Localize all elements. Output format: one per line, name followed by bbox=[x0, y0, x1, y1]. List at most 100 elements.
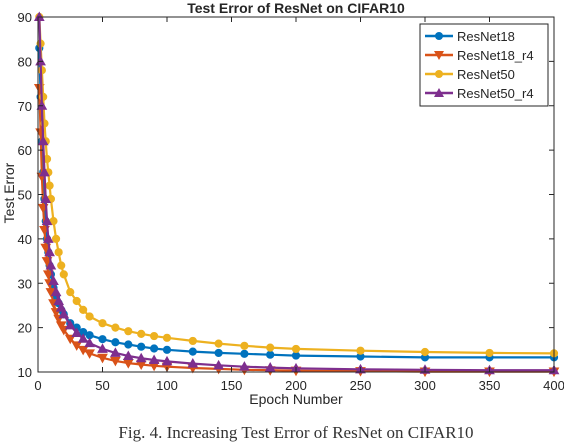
data-point bbox=[137, 342, 146, 351]
data-point bbox=[71, 327, 83, 337]
series-resnet50-r4 bbox=[33, 11, 560, 375]
data-point bbox=[420, 347, 430, 357]
data-point bbox=[148, 354, 160, 365]
data-point bbox=[40, 193, 52, 203]
x-tick-label: 150 bbox=[221, 378, 243, 393]
x-tick-label: 100 bbox=[156, 378, 178, 393]
data-point bbox=[84, 349, 95, 359]
y-tick-label: 70 bbox=[18, 99, 32, 114]
data-point bbox=[485, 348, 494, 358]
data-point bbox=[59, 270, 68, 279]
data-point bbox=[111, 338, 120, 347]
legend-entry: ResNet50_r4 bbox=[425, 86, 534, 101]
data-point bbox=[161, 355, 173, 366]
data-point bbox=[58, 308, 70, 319]
data-point bbox=[44, 246, 55, 257]
data-point bbox=[85, 312, 94, 321]
data-point bbox=[135, 352, 147, 363]
data-point bbox=[150, 331, 159, 341]
data-point bbox=[98, 335, 107, 344]
data-point bbox=[64, 334, 76, 345]
data-point bbox=[188, 336, 197, 346]
data-point bbox=[48, 275, 59, 286]
data-point bbox=[37, 135, 49, 146]
data-point bbox=[97, 343, 108, 353]
data-point bbox=[124, 327, 133, 336]
data-point bbox=[356, 346, 365, 355]
data-point bbox=[213, 359, 224, 370]
legend-entry: ResNet18_r4 bbox=[425, 48, 534, 63]
x-tick-label: 50 bbox=[95, 378, 109, 393]
data-point bbox=[240, 341, 249, 350]
chart-title: Test Error of ResNet on CIFAR10 bbox=[187, 0, 405, 16]
data-point bbox=[137, 329, 146, 338]
data-point bbox=[45, 259, 57, 270]
x-tick-label: 0 bbox=[34, 378, 41, 393]
y-tick-label: 10 bbox=[18, 365, 32, 380]
data-point bbox=[55, 302, 67, 312]
data-point bbox=[110, 347, 121, 357]
data-point bbox=[77, 333, 89, 343]
figure-caption: Fig. 4. Increasing Test Error of ResNet … bbox=[118, 423, 473, 442]
data-point bbox=[266, 343, 275, 352]
data-point bbox=[72, 296, 81, 306]
legend-entry: ResNet50 bbox=[425, 67, 515, 82]
data-point bbox=[240, 349, 249, 358]
data-point bbox=[266, 350, 275, 359]
data-point bbox=[97, 353, 108, 364]
data-point bbox=[150, 344, 159, 353]
data-point bbox=[188, 347, 197, 356]
data-point bbox=[110, 356, 121, 367]
y-tick-label: 90 bbox=[18, 10, 32, 25]
legend-marker bbox=[435, 32, 443, 40]
data-point bbox=[111, 323, 120, 332]
x-tick-label: 300 bbox=[414, 378, 436, 393]
data-point bbox=[57, 261, 66, 270]
legend-label: ResNet18_r4 bbox=[457, 48, 534, 63]
legend-marker bbox=[434, 88, 444, 97]
data-point bbox=[79, 305, 88, 314]
series-line bbox=[38, 16, 555, 355]
data-point bbox=[162, 345, 172, 354]
data-point bbox=[239, 361, 250, 371]
legend-marker bbox=[434, 51, 444, 60]
data-point bbox=[64, 319, 76, 330]
data-point bbox=[50, 286, 62, 297]
data-point bbox=[124, 340, 133, 349]
y-tick-label: 40 bbox=[18, 232, 32, 247]
legend: ResNet18 ResNet18_r4 ResNet50 ResNet50_r4 bbox=[419, 23, 549, 107]
legend-marker bbox=[435, 70, 443, 78]
data-point bbox=[45, 181, 54, 190]
x-tick-label: 350 bbox=[479, 378, 501, 393]
data-point bbox=[162, 333, 172, 342]
x-tick-label: 250 bbox=[350, 378, 372, 393]
legend-entry: ResNet18 bbox=[425, 29, 515, 44]
data-point bbox=[214, 339, 223, 348]
y-axis-label: Test Error bbox=[1, 162, 17, 223]
legend-label: ResNet18 bbox=[457, 29, 515, 44]
data-point bbox=[291, 351, 301, 360]
data-point bbox=[98, 319, 107, 328]
data-point bbox=[264, 362, 276, 372]
y-tick-label: 20 bbox=[18, 321, 32, 336]
y-tick-label: 50 bbox=[18, 188, 32, 203]
data-point bbox=[214, 348, 223, 358]
data-point bbox=[66, 288, 75, 297]
data-point bbox=[291, 344, 301, 354]
y-tick-label: 30 bbox=[18, 276, 32, 291]
data-point bbox=[187, 358, 199, 368]
x-tick-label: 400 bbox=[543, 378, 564, 393]
data-point bbox=[39, 166, 50, 177]
data-point bbox=[42, 233, 54, 243]
data-point bbox=[84, 337, 95, 348]
data-point bbox=[41, 215, 53, 226]
series-resnet50 bbox=[35, 12, 559, 358]
x-axis-label: Epoch Number bbox=[249, 391, 343, 407]
data-point bbox=[42, 270, 54, 280]
data-point bbox=[51, 234, 61, 243]
data-point bbox=[53, 295, 64, 305]
x-tick-label: 200 bbox=[285, 378, 307, 393]
y-tick-label: 80 bbox=[18, 54, 32, 69]
